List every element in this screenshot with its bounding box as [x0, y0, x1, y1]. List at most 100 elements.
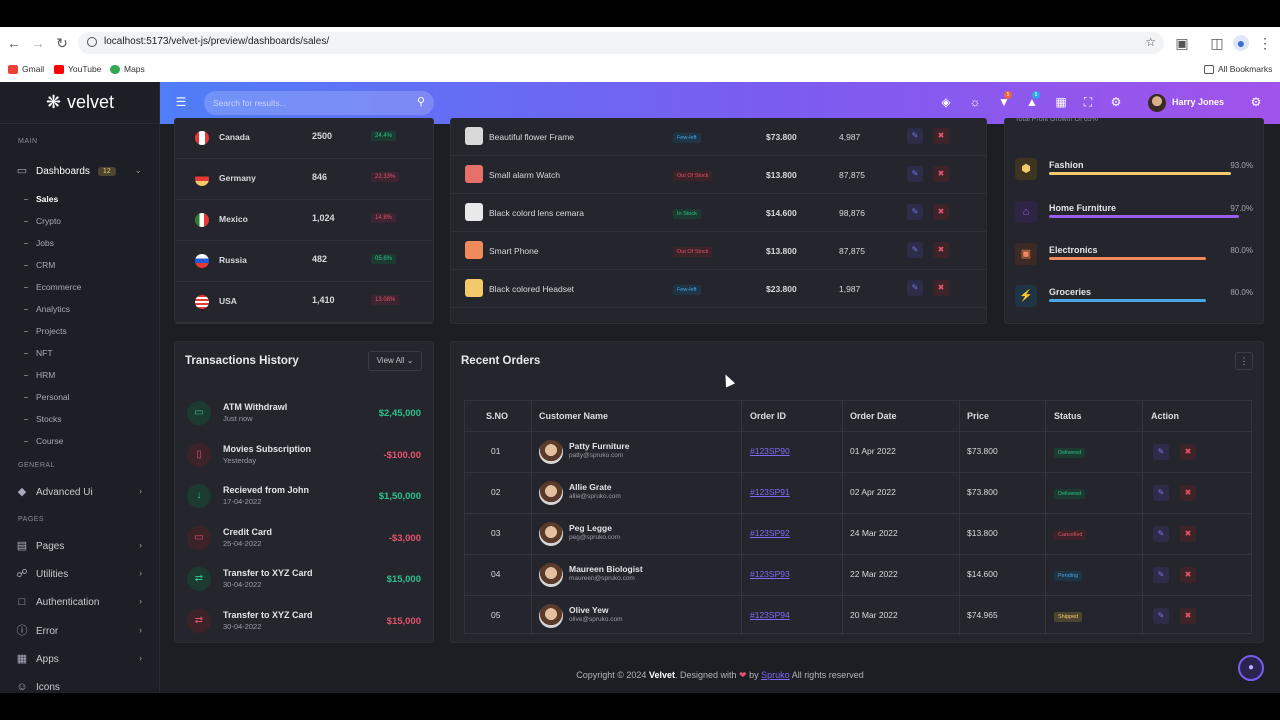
delete-trash-icon[interactable]: ✖: [933, 166, 949, 182]
menu-kebab-icon[interactable]: ⋮: [1258, 35, 1272, 51]
sidebar-sub-nft[interactable]: NFT: [24, 348, 53, 358]
transactions-card: Transactions History View All ⌄ ▭ ATM Wit…: [174, 341, 434, 643]
order-id-link[interactable]: #123SP90: [750, 446, 790, 456]
spruko-link[interactable]: Spruko: [761, 670, 790, 680]
bookmark-star-icon[interactable]: ☆: [1145, 35, 1156, 49]
credit-card-icon: ▭: [187, 525, 211, 550]
edit-pencil-icon[interactable]: ✎: [907, 128, 923, 144]
transaction-title: Transfer to XYZ Card: [223, 568, 313, 579]
search-icon[interactable]: ⚲: [416, 96, 425, 108]
sidebar-sub-jobs[interactable]: Jobs: [24, 238, 54, 248]
order-id-link[interactable]: #123SP94: [750, 610, 790, 620]
sidebar-item-advanced-ui[interactable]: ◆ Advanced Ui ›: [17, 486, 142, 498]
edit-pencil-icon[interactable]: ✎: [907, 166, 923, 182]
sidebar-sub-ecommerce[interactable]: Ecommerce: [24, 282, 81, 292]
order-price: $73.800: [967, 446, 998, 456]
settings-sliders-icon[interactable]: ⚙: [1110, 95, 1122, 109]
category-percent: 80.0%: [1230, 288, 1253, 297]
sidebar-sub-projects[interactable]: Projects: [24, 326, 67, 336]
usa-flag-icon: [195, 295, 209, 309]
edit-pencil-icon[interactable]: ✎: [1153, 526, 1169, 542]
transaction-date: 30-04-2022: [223, 580, 262, 590]
edit-pencil-icon[interactable]: ✎: [1153, 444, 1169, 460]
extensions-icon[interactable]: ▣: [1175, 35, 1189, 51]
edit-pencil-icon[interactable]: ✎: [1153, 567, 1169, 583]
cart-icon[interactable]: ▼: [998, 95, 1010, 109]
order-id-link[interactable]: #123SP93: [750, 569, 790, 579]
back-icon[interactable]: ←: [7, 35, 21, 51]
edit-pencil-icon[interactable]: ✎: [907, 204, 923, 220]
fullscreen-icon[interactable]: ⛶: [1083, 95, 1093, 109]
user-name[interactable]: Harry Jones: [1172, 97, 1225, 107]
bookmark-gmail[interactable]: Gmail: [8, 64, 44, 74]
folder-icon: [1204, 64, 1214, 74]
sidebar-sub-crypto[interactable]: Crypto: [24, 216, 61, 226]
bookmark-youtube[interactable]: YouTube: [54, 64, 101, 74]
col-header-order-date: Order Date: [850, 411, 897, 421]
forward-icon[interactable]: →: [31, 35, 45, 51]
scroll-to-top-button[interactable]: ●: [1238, 655, 1264, 681]
sidebar-item-authentication[interactable]: □ Authentication ›: [16, 593, 146, 611]
address-bar[interactable]: localhost:5173/velvet-js/preview/dashboa…: [78, 32, 1164, 54]
delete-trash-icon[interactable]: ✖: [1180, 526, 1196, 542]
notification-bell-icon[interactable]: ▲: [1026, 95, 1038, 109]
more-options-icon[interactable]: ⋮: [1235, 352, 1253, 370]
edit-pencil-icon[interactable]: ✎: [907, 280, 923, 296]
order-id-link[interactable]: #123SP92: [750, 528, 790, 538]
edit-pencil-icon[interactable]: ✎: [907, 242, 923, 258]
search-input[interactable]: Search for results... ⚲: [204, 91, 434, 115]
product-status-badge: Out Of Stock: [673, 171, 713, 181]
order-date: 01 Apr 2022: [850, 446, 896, 456]
delete-trash-icon[interactable]: ✖: [933, 280, 949, 296]
delete-trash-icon[interactable]: ✖: [933, 242, 949, 258]
site-info-icon[interactable]: [87, 37, 97, 47]
sidebar-sub-analytics[interactable]: Analytics: [24, 304, 70, 314]
sidepanel-icon[interactable]: ◫: [1210, 35, 1224, 51]
product-status-badge: Few-left: [673, 133, 701, 143]
delete-trash-icon[interactable]: ✖: [1180, 485, 1196, 501]
sidebar-sub-crm[interactable]: CRM: [24, 260, 55, 270]
sidebar-sub-course[interactable]: Course: [24, 436, 63, 446]
sidebar-item-error[interactable]: ⓘ Error ›: [16, 625, 143, 637]
hamburger-menu-icon[interactable]: ☰: [175, 95, 187, 109]
delete-trash-icon[interactable]: ✖: [933, 128, 949, 144]
avatar[interactable]: [1148, 94, 1166, 112]
profile-icon[interactable]: ●: [1233, 35, 1249, 51]
language-globe-icon[interactable]: ◈: [941, 95, 951, 109]
view-all-button[interactable]: View All ⌄: [368, 351, 422, 371]
browser-nav-row: ← → ↻ localhost:5173/velvet-js/preview/d…: [0, 27, 1280, 59]
customer-email: maureen@spruko.com: [569, 575, 635, 582]
delete-trash-icon[interactable]: ✖: [1180, 567, 1196, 583]
delete-trash-icon[interactable]: ✖: [1180, 444, 1196, 460]
table-row: 03 Peg Legge peg@spruko.com #123SP92 24 Mar …: [465, 513, 1251, 554]
apps-grid-icon[interactable]: ▦: [1055, 95, 1067, 109]
logo[interactable]: ❋ velvet: [0, 82, 159, 124]
order-id-link[interactable]: #123SP91: [750, 487, 790, 497]
edit-pencil-icon[interactable]: ✎: [1153, 485, 1169, 501]
bookmark-maps[interactable]: Maps: [110, 64, 145, 74]
product-quantity: 87,875: [839, 170, 865, 180]
transaction-title: ATM Withdrawl: [223, 402, 288, 412]
sidebar-item-apps[interactable]: ▦ Apps ›: [16, 653, 142, 665]
gear-icon[interactable]: ⚙: [1250, 95, 1262, 109]
sidebar-sub-personal[interactable]: Personal: [24, 392, 70, 402]
edit-pencil-icon[interactable]: ✎: [1153, 608, 1169, 624]
notification-badge: 5: [1032, 91, 1040, 99]
sidebar-item-utilities[interactable]: ☍ Utilities ›: [16, 568, 142, 580]
customer-name: Peg Legge: [569, 523, 612, 533]
all-bookmarks[interactable]: All Bookmarks: [1204, 64, 1272, 74]
transaction-date: Just now: [223, 414, 253, 423]
reload-icon[interactable]: ↻: [56, 35, 68, 51]
product-thumbnail: [465, 203, 483, 221]
sidebar-sub-stocks[interactable]: Stocks: [24, 414, 62, 424]
sidebar-item-pages[interactable]: ▤ Pages ›: [16, 540, 142, 552]
theme-sun-icon[interactable]: ☼: [969, 95, 981, 109]
sidebar-item-icons[interactable]: ☺ Icons: [16, 681, 60, 693]
sidebar-item-dashboards[interactable]: ▭ Dashboards 12 ⌄: [16, 165, 142, 177]
transaction-amount: $15,000: [386, 616, 421, 627]
sidebar-sub-sales[interactable]: Sales: [24, 194, 58, 204]
maps-icon: [110, 64, 120, 74]
delete-trash-icon[interactable]: ✖: [933, 204, 949, 220]
sidebar-sub-hrm[interactable]: HRM: [24, 370, 55, 380]
delete-trash-icon[interactable]: ✖: [1180, 608, 1196, 624]
